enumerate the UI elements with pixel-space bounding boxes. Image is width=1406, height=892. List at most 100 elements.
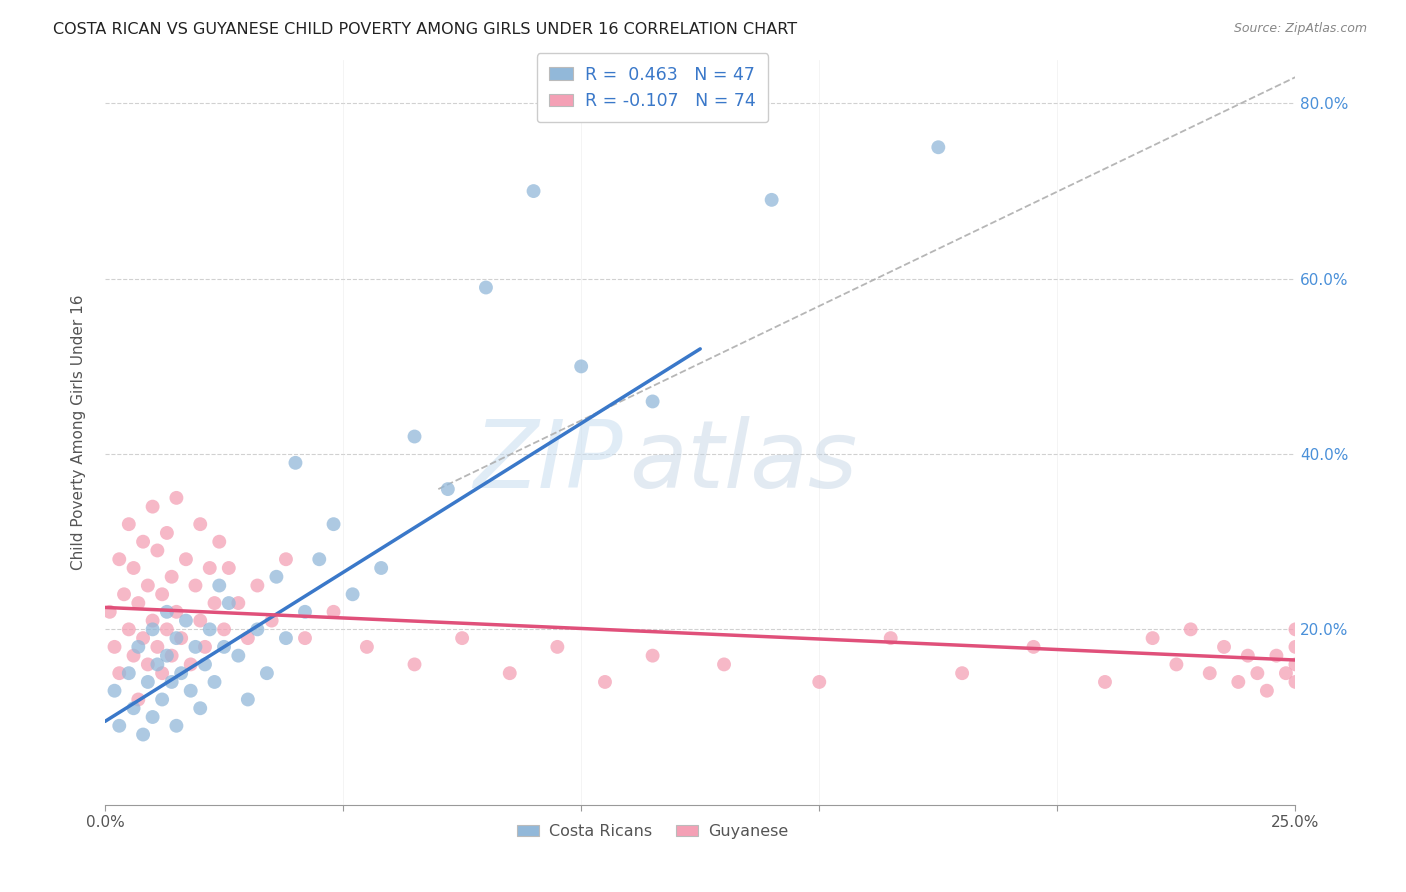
Point xyxy=(1246,666,1268,681)
Y-axis label: Child Poverty Among Girls Under 16: Child Poverty Among Girls Under 16 xyxy=(72,294,86,570)
Point xyxy=(132,534,155,549)
Point xyxy=(118,623,141,637)
Point xyxy=(98,605,121,619)
Point xyxy=(180,683,202,698)
Point xyxy=(103,683,125,698)
Point xyxy=(322,605,344,619)
Point xyxy=(150,692,173,706)
Point xyxy=(294,631,316,645)
Text: COSTA RICAN VS GUYANESE CHILD POVERTY AMONG GIRLS UNDER 16 CORRELATION CHART: COSTA RICAN VS GUYANESE CHILD POVERTY AM… xyxy=(53,22,797,37)
Point xyxy=(404,657,426,672)
Point xyxy=(108,666,131,681)
Point xyxy=(188,517,211,532)
Point xyxy=(208,578,231,592)
Point xyxy=(1265,648,1288,663)
Point xyxy=(142,614,165,628)
Point xyxy=(266,570,288,584)
Point xyxy=(236,631,259,645)
Point xyxy=(246,623,269,637)
Point xyxy=(150,666,173,681)
Point xyxy=(103,640,125,654)
Point xyxy=(108,552,131,566)
Point xyxy=(142,500,165,514)
Point xyxy=(228,596,250,610)
Text: Source: ZipAtlas.com: Source: ZipAtlas.com xyxy=(1233,22,1367,36)
Point xyxy=(1237,648,1260,663)
Legend: Costa Ricans, Guyanese: Costa Ricans, Guyanese xyxy=(510,817,794,845)
Point xyxy=(641,394,664,409)
Point xyxy=(132,727,155,741)
Point xyxy=(165,631,187,645)
Point xyxy=(184,578,207,592)
Point xyxy=(127,640,149,654)
Point xyxy=(174,552,197,566)
Point xyxy=(294,605,316,619)
Point xyxy=(274,552,297,566)
Point xyxy=(370,561,392,575)
Point xyxy=(108,719,131,733)
Point xyxy=(950,666,973,681)
Point xyxy=(522,184,544,198)
Point xyxy=(194,640,217,654)
Point xyxy=(136,578,159,592)
Point xyxy=(1180,623,1202,637)
Point xyxy=(1284,623,1306,637)
Point xyxy=(1284,675,1306,690)
Point xyxy=(165,605,187,619)
Point xyxy=(156,648,179,663)
Point xyxy=(136,657,159,672)
Point xyxy=(228,648,250,663)
Point xyxy=(1284,657,1306,672)
Point xyxy=(284,456,307,470)
Text: atlas: atlas xyxy=(628,417,858,508)
Point xyxy=(142,710,165,724)
Point xyxy=(1022,640,1045,654)
Point xyxy=(879,631,901,645)
Point xyxy=(146,657,169,672)
Point xyxy=(142,623,165,637)
Point xyxy=(1227,675,1250,690)
Point xyxy=(165,719,187,733)
Point xyxy=(146,640,169,654)
Point xyxy=(174,614,197,628)
Point xyxy=(170,631,193,645)
Point xyxy=(118,517,141,532)
Point xyxy=(404,429,426,443)
Point xyxy=(499,666,522,681)
Point xyxy=(156,623,179,637)
Point xyxy=(569,359,592,374)
Point xyxy=(342,587,364,601)
Point xyxy=(713,657,735,672)
Point xyxy=(1275,666,1298,681)
Point xyxy=(188,614,211,628)
Point xyxy=(165,491,187,505)
Point xyxy=(1142,631,1164,645)
Point xyxy=(160,648,183,663)
Point xyxy=(256,666,278,681)
Point xyxy=(1094,675,1116,690)
Point xyxy=(546,640,568,654)
Point xyxy=(194,657,217,672)
Point xyxy=(322,517,344,532)
Point xyxy=(236,692,259,706)
Point xyxy=(1198,666,1220,681)
Point xyxy=(127,596,149,610)
Point xyxy=(761,193,783,207)
Point xyxy=(274,631,297,645)
Point xyxy=(1166,657,1188,672)
Point xyxy=(156,605,179,619)
Point xyxy=(122,561,145,575)
Point xyxy=(184,640,207,654)
Point xyxy=(451,631,474,645)
Text: ZIP: ZIP xyxy=(474,417,623,508)
Point xyxy=(122,701,145,715)
Point xyxy=(246,578,269,592)
Point xyxy=(212,623,235,637)
Point xyxy=(927,140,949,154)
Point xyxy=(308,552,330,566)
Point xyxy=(204,596,226,610)
Point xyxy=(160,675,183,690)
Point xyxy=(641,648,664,663)
Point xyxy=(198,623,221,637)
Point xyxy=(437,482,460,496)
